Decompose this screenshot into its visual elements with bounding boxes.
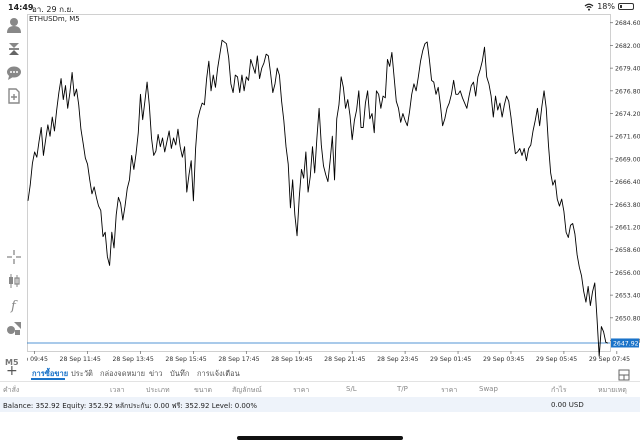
symbol-label: ETHUSDm, M5: [29, 15, 80, 23]
balance-row: Balance: 352.92 Equity: 352.92 หลักประกั…: [0, 397, 640, 412]
x-tick-label: 28 Sep 19:45: [271, 356, 312, 363]
left-toolbar: f M5: [0, 14, 27, 367]
status-date: อา. 29 ก.ย.: [32, 5, 74, 14]
col-swap: Swap: [479, 385, 498, 393]
current-price-tag-label: 2647.92: [613, 340, 639, 347]
y-tick-label: 2650.80: [615, 315, 640, 322]
status-bar: 14:49 อา. 29 ก.ย. 18%: [0, 0, 640, 14]
plot-frame: [27, 14, 611, 352]
trade-icon[interactable]: [5, 40, 23, 58]
col-symbol: สัญลักษณ์: [232, 386, 262, 394]
balance-text: Balance: 352.92 Equity: 352.92 หลักประกั…: [3, 402, 257, 410]
y-tick-label: 2656.00: [615, 270, 640, 277]
battery-icon: [618, 3, 634, 10]
col-tp: T/P: [397, 385, 408, 393]
col-type: ประเภท: [146, 386, 170, 394]
x-tick-label: 28 Sep 15:45: [165, 356, 206, 363]
indicators-icon[interactable]: f: [5, 296, 23, 314]
col-profit: กำไร: [551, 386, 567, 394]
y-tick-label: 2684.60: [615, 20, 640, 27]
active-tab-underline: [31, 378, 65, 380]
user-icon[interactable]: [5, 16, 23, 34]
current-price-tag: [611, 338, 639, 348]
x-tick-label: 28 Sep 09:45: [27, 356, 48, 363]
x-tick-label: 28 Sep 13:45: [112, 356, 153, 363]
y-tick-label: 2679.40: [615, 66, 640, 73]
col-price: ราคา: [293, 386, 310, 394]
col-volume: ขนาด: [194, 386, 213, 394]
y-tick-label: 2671.60: [615, 134, 640, 141]
col-comment: หมายเหตุ: [598, 386, 627, 394]
y-tick-label: 2663.80: [615, 202, 640, 209]
tab-trade[interactable]: การซื้อขาย: [32, 369, 69, 378]
wifi-icon: [584, 3, 594, 11]
chart-svg[interactable]: 2684.60 2682.00 2679.40 2676.80 2674.20 2671.…: [27, 14, 640, 364]
y-tick-label: 2653.40: [615, 293, 640, 300]
orders-table-header: คำสั่ง เวลา ประเภท ขนาด สัญลักษณ์ ราคา S…: [0, 381, 640, 396]
status-time: 14:49: [8, 3, 34, 12]
price-series-line: [27, 39, 609, 357]
home-indicator[interactable]: [237, 436, 403, 440]
col-time: เวลา: [110, 386, 125, 394]
col-sl: S/L: [346, 385, 357, 393]
panel-layout-icon[interactable]: [618, 366, 630, 385]
status-right: 18%: [584, 2, 634, 11]
x-tick-label: 29 Sep 07:45: [589, 356, 630, 363]
tab-news[interactable]: ข่าว: [149, 369, 163, 378]
y-tick-label: 2682.00: [615, 43, 640, 50]
x-tick-label: 28 Sep 17:45: [218, 356, 259, 363]
svg-text:f: f: [10, 299, 18, 313]
x-tick-label: 28 Sep 11:45: [60, 356, 101, 363]
objects-icon[interactable]: [5, 319, 23, 337]
y-tick-label: 2676.80: [615, 88, 640, 95]
y-tick-label: 2661.20: [615, 225, 640, 232]
y-tick-label: 2669.00: [615, 156, 640, 163]
x-tick-label: 29 Sep 03:45: [483, 356, 524, 363]
crosshair-icon[interactable]: [5, 248, 23, 266]
battery-percent: 18%: [597, 2, 615, 11]
y-tick-label: 2674.20: [615, 111, 640, 118]
tab-mailbox[interactable]: กล่องจดหมาย: [100, 369, 146, 378]
chat-icon[interactable]: [5, 64, 23, 82]
tab-history[interactable]: ประวัติ: [71, 369, 93, 378]
x-tick-label: 28 Sep 21:45: [324, 356, 365, 363]
x-tick-label: 28 Sep 23:45: [377, 356, 418, 363]
bottom-tabs: + การซื้อขาย ประวัติ กล่องจดหมาย ข่าว บั…: [0, 364, 640, 381]
tab-journal[interactable]: บันทึก: [170, 369, 190, 378]
candle-type-icon[interactable]: [5, 272, 23, 290]
add-icon[interactable]: +: [6, 363, 18, 379]
add-document-icon[interactable]: [5, 87, 23, 105]
battery-level: [620, 5, 623, 8]
y-tick-label: 2666.40: [615, 179, 640, 186]
profit-total: 0.00 USD: [551, 401, 584, 409]
col-price-current: ราคา: [441, 386, 458, 394]
col-order: คำสั่ง: [3, 386, 20, 394]
x-tick-label: 29 Sep 01:45: [430, 356, 471, 363]
x-tick-label: 29 Sep 05:45: [536, 356, 577, 363]
timeframe-label[interactable]: M5: [5, 358, 19, 367]
price-chart[interactable]: 2684.60 2682.00 2679.40 2676.80 2674.20 2671.…: [27, 14, 640, 364]
tab-alerts[interactable]: การแจ้งเตือน: [197, 369, 240, 378]
y-tick-label: 2658.60: [615, 247, 640, 254]
